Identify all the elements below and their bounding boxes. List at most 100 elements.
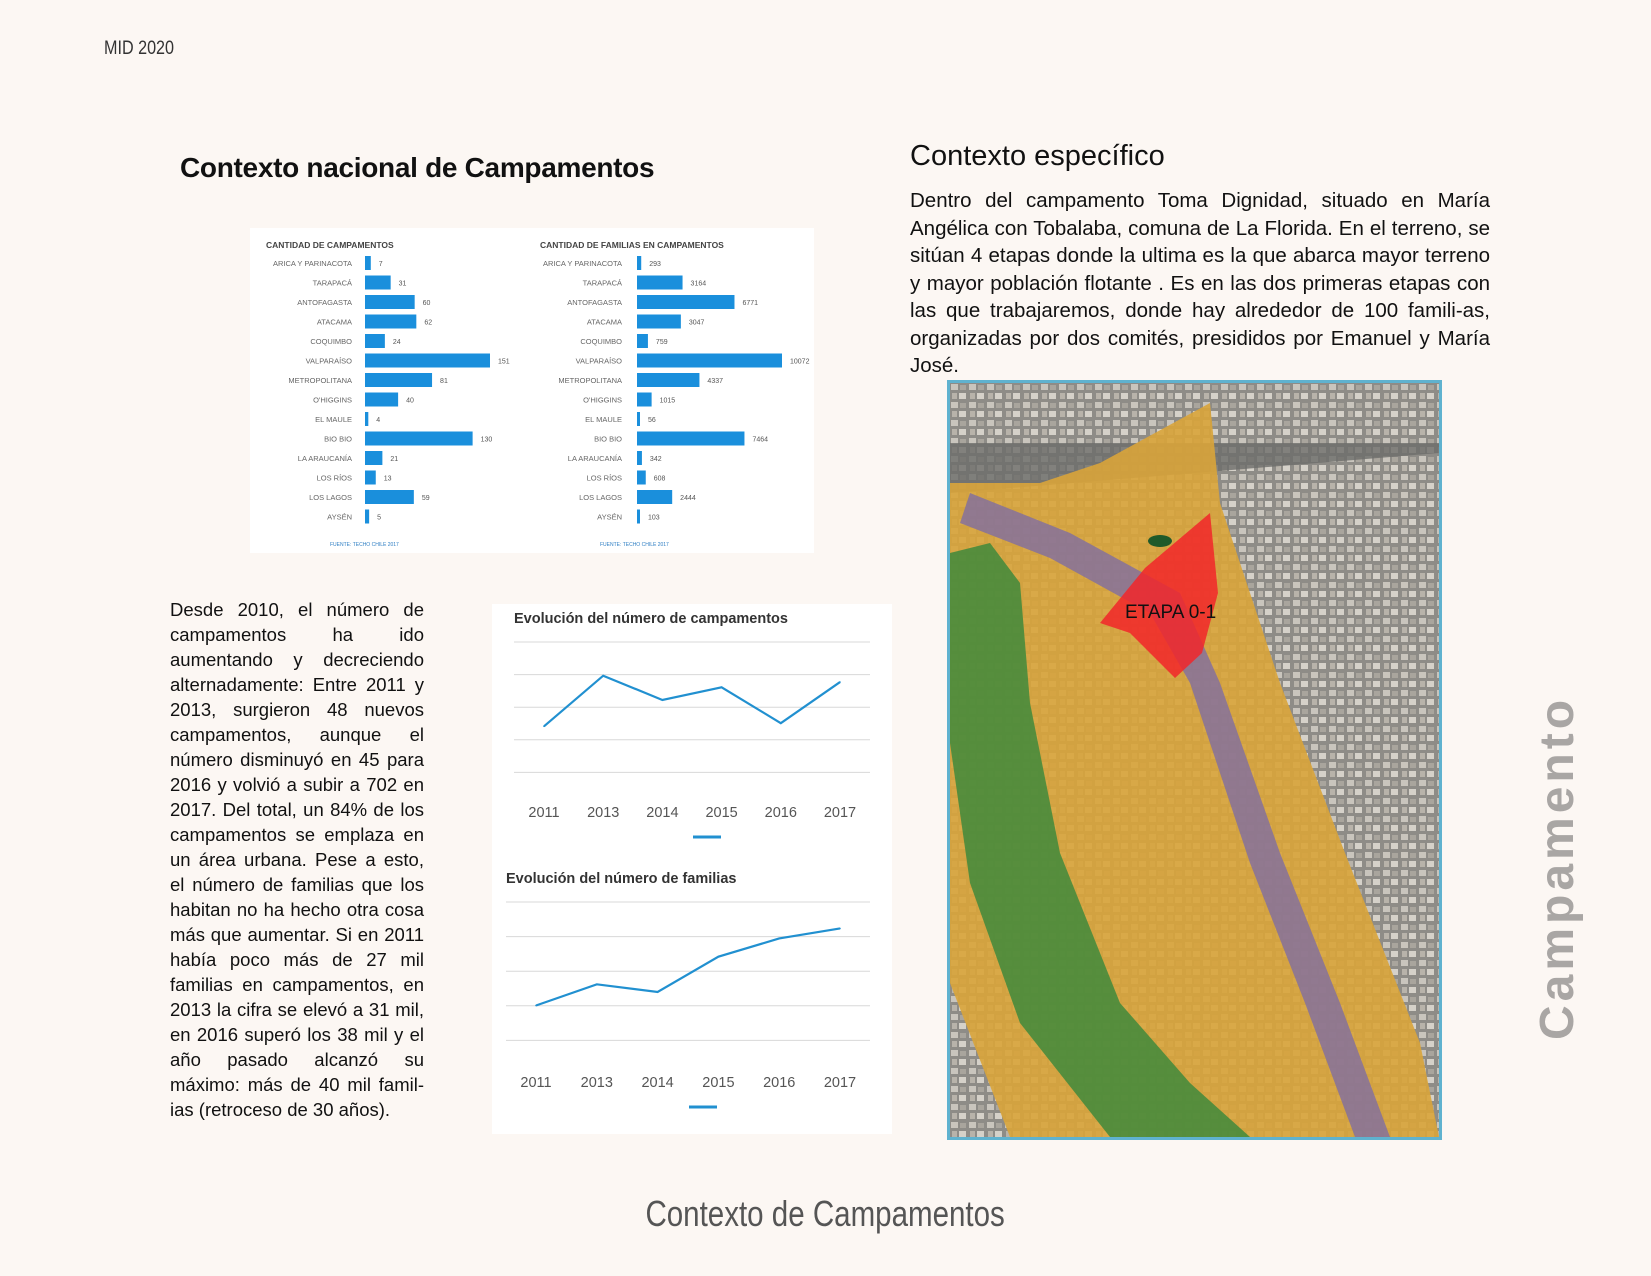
footer-title-text: Contexto de Campamentos xyxy=(645,1193,1006,1234)
bar-category-label: LA ARAUCANÍA xyxy=(568,454,622,463)
footer-title: Contexto de Campamentos xyxy=(0,1193,1651,1235)
line-chart-title: Evolución del número de campamentos xyxy=(514,611,788,627)
bar xyxy=(365,451,383,465)
bar-category-label: O'HIGGINS xyxy=(583,396,622,405)
bar-value-label: 40 xyxy=(406,398,414,405)
bar-value-label: 3164 xyxy=(691,281,707,288)
bar xyxy=(365,275,391,290)
bar xyxy=(365,353,490,368)
national-context-heading: Contexto nacional de Campamentos xyxy=(180,152,655,183)
x-tick-label: 2017 xyxy=(824,1075,856,1091)
bar xyxy=(365,412,369,426)
bar-category-label: ATACAMA xyxy=(587,318,622,327)
bar xyxy=(637,431,745,446)
bar-value-label: 3047 xyxy=(689,320,705,327)
camps-evolution-chart: Evolución del número de campamentos 2011 2… xyxy=(492,604,892,864)
bar-category-label: AYSÉN xyxy=(327,513,352,522)
bar xyxy=(365,256,371,270)
bar-category-label: ANTOFAGASTA xyxy=(297,298,352,307)
bar-category-label: LOS LAGOS xyxy=(579,493,622,502)
side-title: Campamento xyxy=(1531,695,1584,1040)
x-tick-label: 2014 xyxy=(641,1075,673,1091)
x-tick-label: 2016 xyxy=(763,1075,795,1091)
bar-value-label: 59 xyxy=(422,495,430,502)
bar-category-label: ARICA Y PARINACOTA xyxy=(273,259,352,268)
bar-value-label: 7 xyxy=(379,261,383,268)
bar xyxy=(365,314,417,329)
bar-category-label: METROPOLITANA xyxy=(558,376,622,385)
bar xyxy=(637,314,681,329)
x-tick-label: 2017 xyxy=(824,805,856,821)
bar-value-label: 24 xyxy=(393,339,401,346)
x-tick-label: 2015 xyxy=(702,1075,734,1091)
regional-bar-charts: CANTIDAD DE CAMPAMENTOS ARICA Y PARINACOT… xyxy=(250,228,814,553)
bar-value-label: 5 xyxy=(377,515,381,522)
data-point xyxy=(720,686,723,689)
bar xyxy=(637,373,700,387)
bar-category-label: METROPOLITANA xyxy=(288,376,352,385)
bar-value-label: 13 xyxy=(384,476,392,483)
x-tick-label: 2013 xyxy=(581,1075,613,1091)
bar xyxy=(637,334,648,348)
bar-value-label: 81 xyxy=(440,378,448,385)
bar-category-label: COQUIMBO xyxy=(310,337,352,346)
data-point xyxy=(596,983,598,986)
bar-category-label: ARICA Y PARINACOTA xyxy=(543,259,622,268)
bar xyxy=(365,431,473,446)
bar-category-label: LOS RÍOS xyxy=(317,474,352,483)
x-tick-label: 2014 xyxy=(646,805,678,821)
bar xyxy=(365,295,415,309)
bar-category-label: VALPARAÍSO xyxy=(306,357,353,366)
bar-value-label: 7464 xyxy=(752,437,768,444)
x-tick-label: 2016 xyxy=(765,805,797,821)
data-point xyxy=(778,937,780,940)
bar-chart-source: FUENTE: TECHO CHILE 2017 xyxy=(600,542,669,548)
tree-cluster xyxy=(1148,535,1172,547)
data-point xyxy=(839,927,841,930)
x-tick-label: 2011 xyxy=(520,1075,551,1091)
park-zone xyxy=(950,543,1250,1137)
families-evolution-chart: Evolución del número de familias 2011 2013… xyxy=(492,864,892,1134)
bar xyxy=(365,470,376,485)
bar-category-label: EL MAULE xyxy=(315,415,352,424)
bar-value-label: 608 xyxy=(654,476,666,483)
line-chart-title: Evolución del número de familias xyxy=(506,871,736,887)
regional-bar-charts-svg: CANTIDAD DE CAMPAMENTOS ARICA Y PARINACOT… xyxy=(266,240,810,548)
data-point xyxy=(543,725,545,728)
data-point xyxy=(717,955,720,958)
specific-context-paragraph: Dentro del campamento Toma Dignidad, sit… xyxy=(910,189,1490,377)
bar-value-label: 103 xyxy=(648,515,660,522)
bar-category-label: COQUIMBO xyxy=(580,337,622,346)
bar-chart-title: CANTIDAD DE CAMPAMENTOS xyxy=(266,240,394,250)
bar-value-label: 62 xyxy=(424,320,432,327)
camps-evolution-chart-svg: Evolución del número de campamentos 2011 2… xyxy=(514,611,870,839)
data-point xyxy=(535,1004,537,1007)
site-aerial-map: ETAPA 0-1 xyxy=(947,380,1442,1140)
site-aerial-map-svg: ETAPA 0-1 xyxy=(950,383,1439,1137)
bar xyxy=(637,275,683,290)
data-point xyxy=(656,991,659,993)
bar-category-label: O'HIGGINS xyxy=(313,396,352,405)
bar xyxy=(637,451,642,465)
x-tick-label: 2011 xyxy=(528,805,559,821)
bar-value-label: 151 xyxy=(498,359,510,366)
bar xyxy=(637,412,640,426)
bar-category-label: BIO BIO xyxy=(594,435,622,444)
bar-category-label: TARAPACÁ xyxy=(583,279,622,288)
bar-category-label: BIO BIO xyxy=(324,435,352,444)
bar xyxy=(365,392,399,407)
series-line xyxy=(535,927,841,1007)
bar xyxy=(365,509,370,524)
bar-value-label: 342 xyxy=(650,456,662,463)
bar-category-label: ATACAMA xyxy=(317,318,352,327)
national-context-paragraph: Desde 2010, el número de campamentos ha … xyxy=(170,599,424,1120)
bar-value-label: 56 xyxy=(648,417,656,424)
bar-value-label: 759 xyxy=(656,339,668,346)
bar xyxy=(637,256,642,270)
specific-context-heading: Contexto específico xyxy=(910,140,1165,172)
stage-label: ETAPA 0-1 xyxy=(1125,602,1216,623)
data-point xyxy=(839,681,841,683)
bar-value-label: 21 xyxy=(390,456,398,463)
bar-value-label: 4337 xyxy=(707,378,723,385)
data-point xyxy=(602,674,604,677)
